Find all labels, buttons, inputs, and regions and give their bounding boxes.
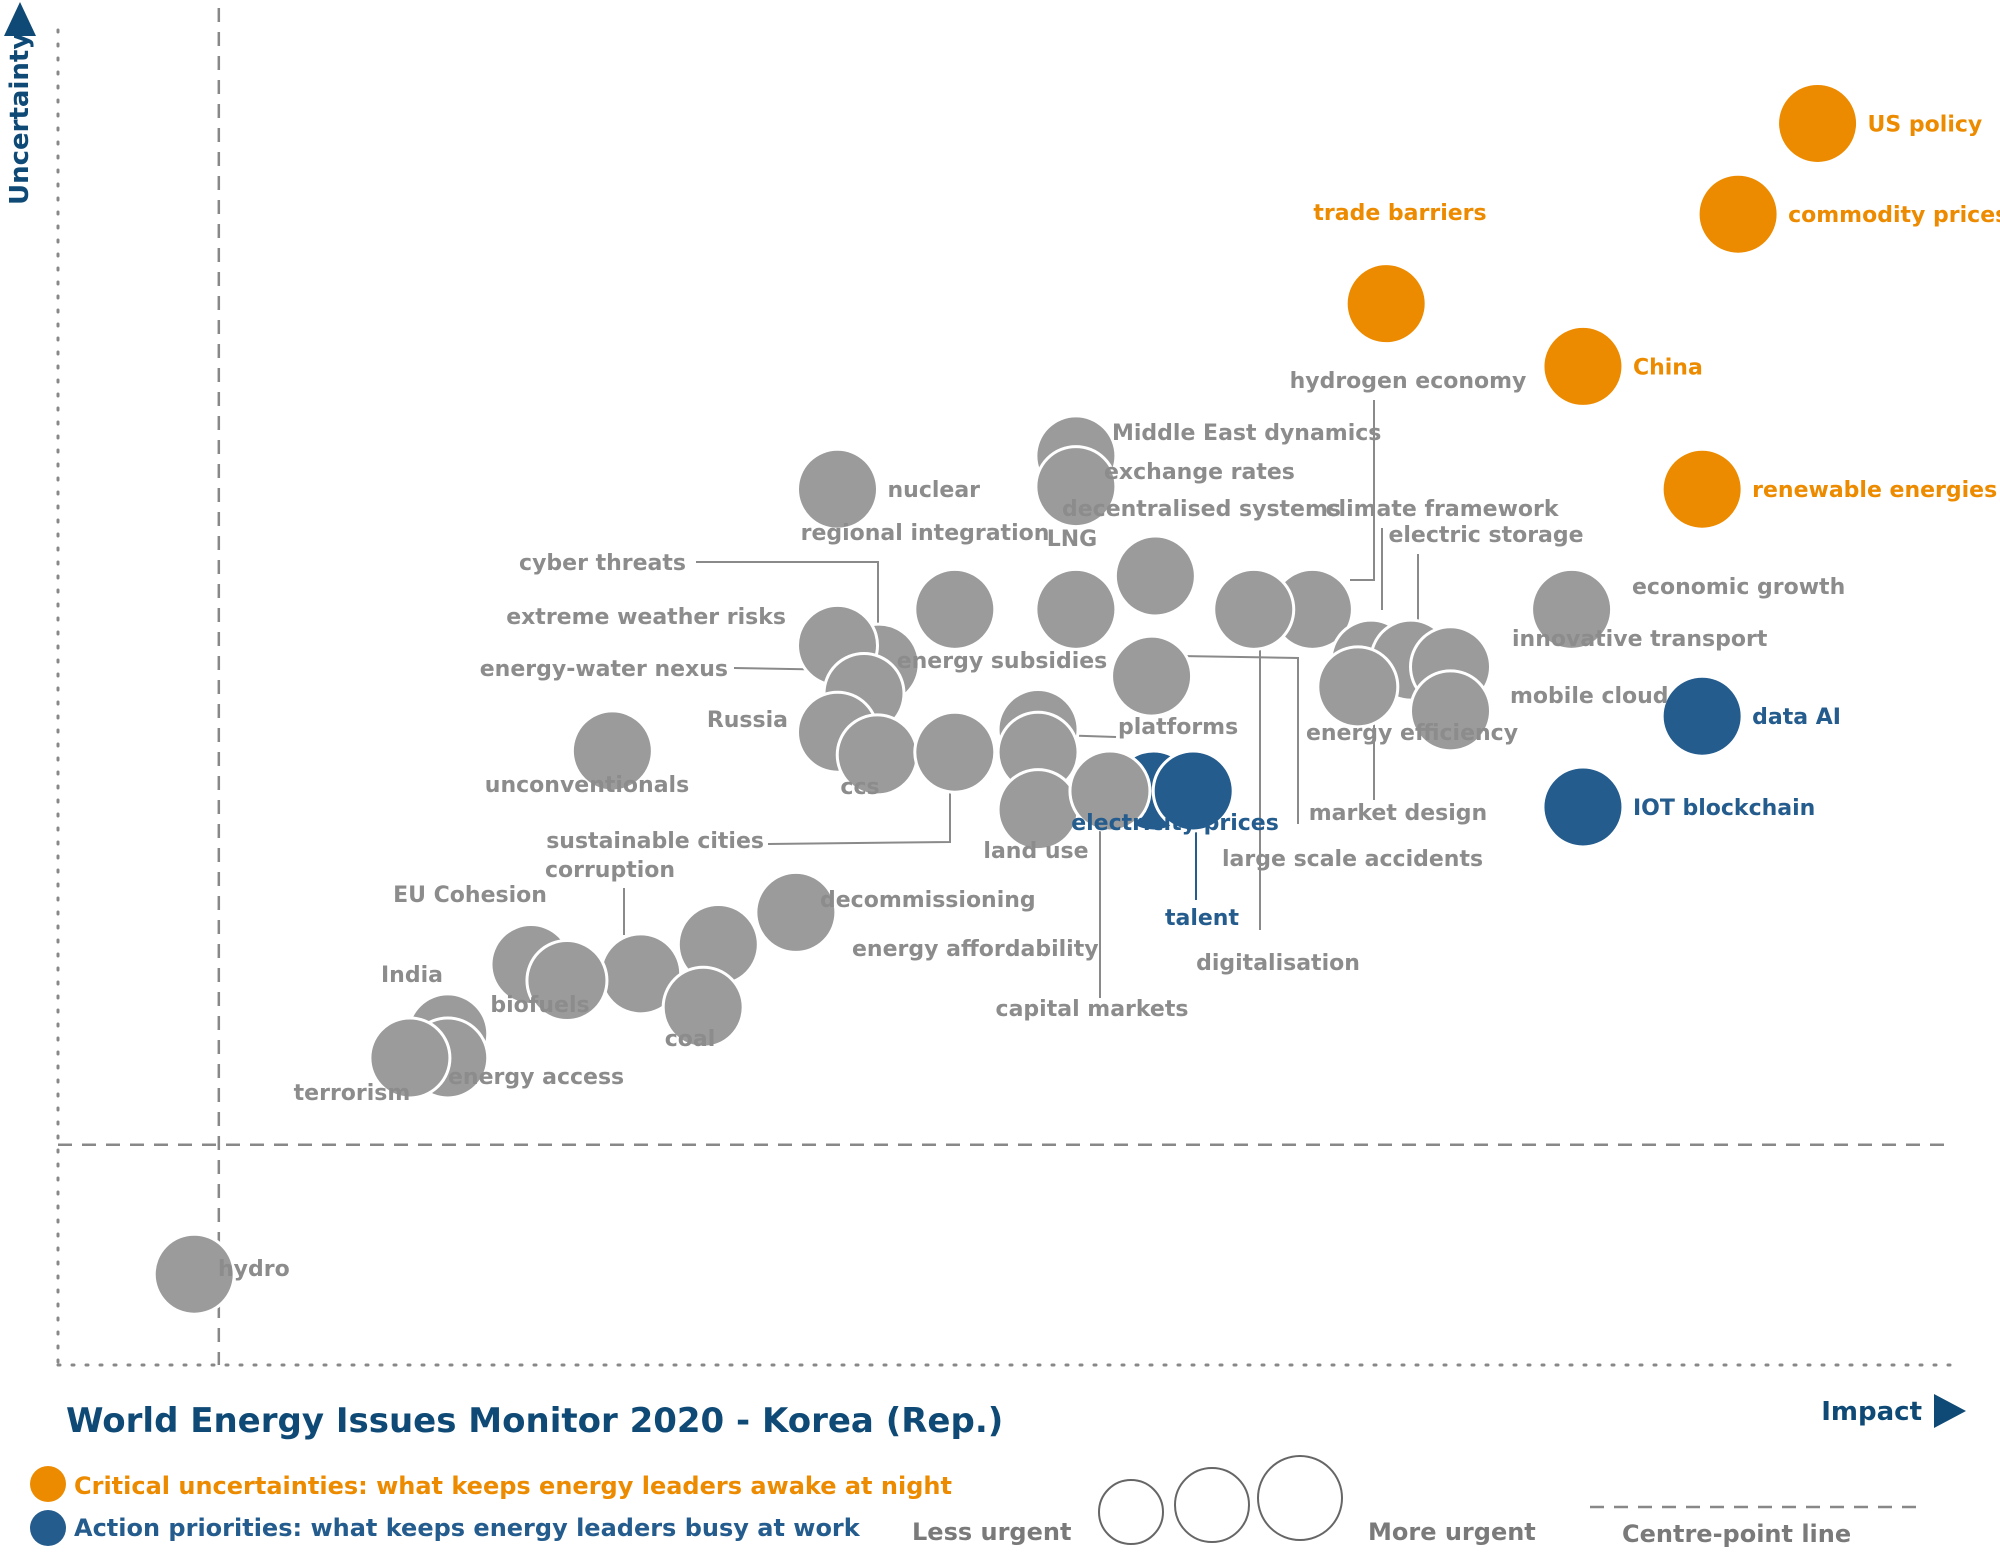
label-ccs: ccs xyxy=(840,775,879,800)
label-russia: Russia xyxy=(707,708,788,733)
label-hydro: hydro xyxy=(218,1257,290,1282)
label-electric-storage: electric storage xyxy=(1388,523,1583,548)
legend-action-dot xyxy=(30,1510,66,1546)
legend-size-small xyxy=(1098,1479,1164,1545)
point-capital-markets xyxy=(1068,749,1152,833)
leader-sustainable-cities xyxy=(767,780,951,845)
point-decommissioning xyxy=(754,870,838,954)
label-commodity-prices: commodity prices xyxy=(1788,203,2000,228)
label-energy-efficiency: energy efficiency xyxy=(1306,721,1518,746)
x-axis-arrow-icon xyxy=(1934,1394,1966,1428)
label-corruption: corruption xyxy=(545,858,675,883)
label-hydrogen-economy: hydrogen economy xyxy=(1290,369,1527,394)
point-nuclear xyxy=(796,447,880,531)
point-energy-efficiency xyxy=(1316,645,1400,729)
label-economic-growth: economic growth xyxy=(1632,575,1845,600)
label-energy-water-nexus: energy-water nexus xyxy=(480,657,728,682)
label-biofuels: biofuels xyxy=(490,993,589,1018)
legend-size-large xyxy=(1257,1455,1343,1541)
point-terrorism xyxy=(368,1016,452,1100)
label-platforms: platforms xyxy=(1118,715,1238,740)
point-renewable-energies xyxy=(1660,447,1744,531)
label-coal: coal xyxy=(665,1027,716,1052)
label-energy-access: energy access xyxy=(448,1065,624,1090)
label-renewable-energies: renewable energies xyxy=(1752,478,1997,503)
label-market-design: market design xyxy=(1309,801,1487,826)
y-axis-arrow-icon xyxy=(4,2,36,36)
label-terrorism: terrorism xyxy=(294,1081,411,1106)
point-hydro xyxy=(152,1232,236,1316)
label-energy-subsidies: energy subsidies xyxy=(897,649,1108,674)
label-iot-blockchain: IOT blockchain xyxy=(1633,796,1815,821)
y-axis-label: Uncertainty xyxy=(5,33,35,205)
point-land-use xyxy=(996,768,1080,852)
label-decentralised-systems: decentralised systems xyxy=(1062,497,1341,522)
label-trade-barriers: trade barriers xyxy=(1313,201,1486,226)
label-india: India xyxy=(381,963,443,988)
point-trade-barriers xyxy=(1344,262,1428,346)
legend-more-urgent: More urgent xyxy=(1368,1518,1536,1546)
point-mobile-cloud xyxy=(1409,669,1493,753)
label-us-policy: US policy xyxy=(1868,112,1983,137)
label-data-ai: data AI xyxy=(1752,705,1841,730)
point-sustainable-cities xyxy=(913,710,997,794)
label-regional-integration: regional integration xyxy=(801,521,1050,546)
centre-point-lines xyxy=(58,8,1950,1365)
label-lng: LNG xyxy=(1047,527,1098,552)
label-innovative-transport: innovative transport xyxy=(1512,627,1768,652)
chart-title: World Energy Issues Monitor 2020 - Korea… xyxy=(66,1401,1003,1441)
label-sustainable-cities: sustainable cities xyxy=(546,829,764,854)
label-china: China xyxy=(1633,355,1703,380)
label-nuclear: nuclear xyxy=(888,478,981,503)
x-axis-label: Impact xyxy=(1821,1397,1922,1427)
legend-size-medium xyxy=(1174,1467,1250,1543)
label-extreme-weather-risks: extreme weather risks xyxy=(506,605,786,630)
label-eu-cohesion: EU Cohesion xyxy=(393,883,547,908)
legend-action-label: Action priorities: what keeps energy lea… xyxy=(74,1514,861,1542)
point-commodity-prices xyxy=(1696,172,1780,256)
point-lng xyxy=(1034,567,1118,651)
label-digitalisation: digitalisation xyxy=(1196,951,1360,976)
data-points xyxy=(152,81,1860,1316)
point-coal xyxy=(661,965,745,1049)
label-talent: talent xyxy=(1165,906,1239,931)
label-energy-affordability: energy affordability xyxy=(852,937,1099,962)
label-electricity-prices: electricity prices xyxy=(1071,811,1279,836)
label-decommissioning: decommissioning xyxy=(820,888,1036,913)
label-capital-markets: capital markets xyxy=(996,997,1189,1022)
point-china xyxy=(1541,324,1625,408)
legend-critical-label: Critical uncertainties: what keeps energ… xyxy=(74,1472,952,1500)
legend-critical-dot xyxy=(30,1466,66,1502)
label-mobile-cloud: mobile cloud xyxy=(1510,684,1669,709)
axes: Uncertainty Impact xyxy=(4,2,1966,1428)
label-cyber-threats: cyber threats xyxy=(519,551,686,576)
point-us-policy xyxy=(1776,81,1860,165)
point-exchange-rates xyxy=(1034,445,1118,529)
legend-less-urgent: Less urgent xyxy=(912,1518,1071,1546)
point-digitalisation xyxy=(1212,567,1296,651)
label-unconventionals: unconventionals xyxy=(485,773,689,798)
label-climate-framework: climate framework xyxy=(1325,497,1559,522)
legend-centre-point-label: Centre-point line xyxy=(1622,1520,1851,1548)
leader-large-scale-accidents xyxy=(1179,655,1299,824)
point-data-ai xyxy=(1660,674,1744,758)
label-middle-east-dynamics: Middle East dynamics xyxy=(1112,421,1381,446)
point-economic-growth xyxy=(1530,567,1614,651)
point-biofuels xyxy=(525,939,609,1023)
label-exchange-rates: exchange rates xyxy=(1104,460,1295,485)
point-large-scale-accidents xyxy=(1110,634,1194,718)
data-labels: US policy commodity prices trade barriers C… xyxy=(218,112,2000,1282)
point-talent xyxy=(1151,749,1235,833)
point-decentralised-systems xyxy=(1113,534,1197,618)
point-regional-integration xyxy=(913,567,997,651)
label-land-use: land use xyxy=(983,839,1088,864)
legend: Critical uncertainties: what keeps energ… xyxy=(30,1455,1920,1548)
label-large-scale-accidents: large scale accidents xyxy=(1222,847,1483,872)
point-iot-blockchain xyxy=(1541,765,1625,849)
point-unconventionals xyxy=(570,709,654,793)
leader-hydrogen-economy xyxy=(1350,400,1375,581)
